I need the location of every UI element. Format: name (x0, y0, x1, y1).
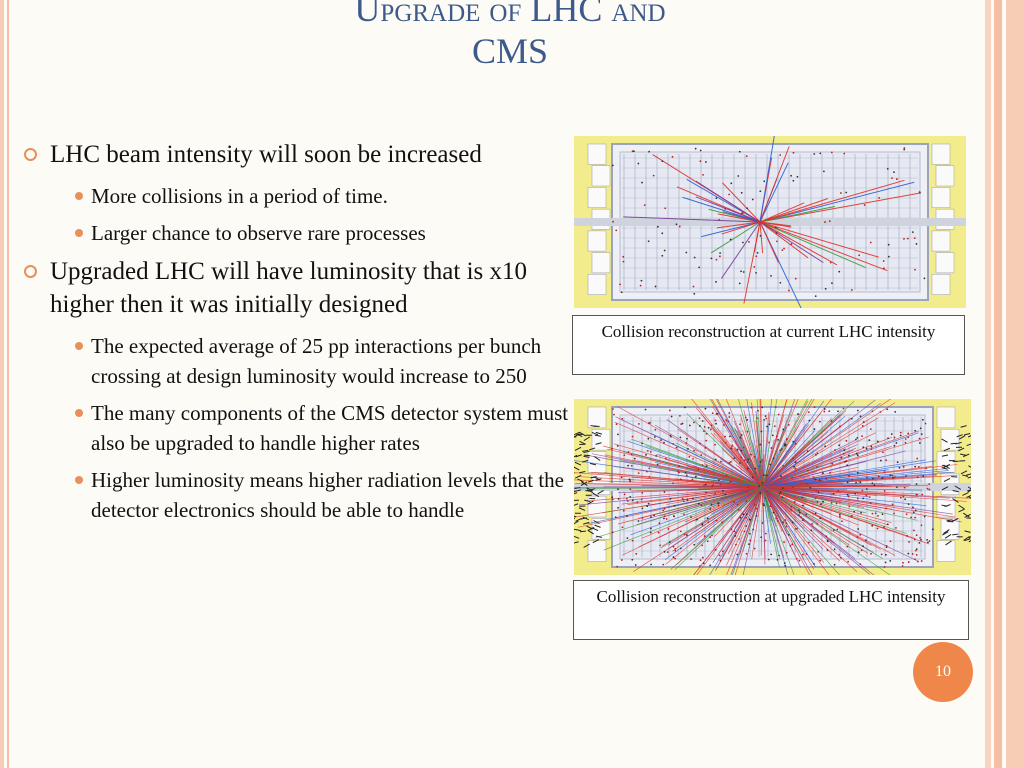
bullet-luminosity: Upgraded LHC will have luminosity that i… (22, 255, 570, 321)
right-stripe-2 (994, 0, 1002, 768)
dot-bullet-icon (75, 342, 83, 350)
sub-bullet-text: The many components of the CMS detector … (91, 401, 569, 455)
sub-bullet-text: The expected average of 25 pp interactio… (91, 334, 542, 388)
sub-bullet-rare-processes: Larger chance to observe rare processes (22, 218, 570, 248)
title-line-1: Upgrade of LHC and (354, 0, 666, 29)
sub-bullet-pp-interactions: The expected average of 25 pp interactio… (22, 331, 570, 391)
dot-bullet-icon (75, 229, 83, 237)
caption-current-intensity: Collision reconstruction at current LHC … (572, 315, 965, 375)
sub-bullet-text: More collisions in a period of time. (91, 184, 388, 208)
right-stripe-3 (1006, 0, 1024, 768)
dot-bullet-icon (75, 409, 83, 417)
left-stripe-2 (7, 0, 9, 768)
page-number-badge: 10 (913, 642, 973, 702)
caption-upgraded-intensity: Collision reconstruction at upgraded LHC… (573, 580, 969, 640)
sub-bullet-text: Higher luminosity means higher radiation… (91, 468, 564, 522)
collision-event-upgraded-image (574, 399, 971, 575)
slide-title: Upgrade of LHC and CMS (230, 0, 790, 72)
sub-bullet-text: Larger chance to observe rare processes (91, 221, 426, 245)
page-number: 10 (935, 663, 951, 680)
bullet-text: LHC beam intensity will soon be increase… (50, 141, 482, 168)
caption-text: Collision reconstruction at upgraded LHC… (596, 587, 946, 606)
right-stripe-1 (985, 0, 991, 768)
bullet-list: LHC beam intensity will soon be increase… (22, 138, 570, 532)
bullet-text: Upgraded LHC will have luminosity that i… (50, 258, 528, 318)
dot-bullet-icon (75, 476, 83, 484)
title-line-2: CMS (471, 31, 549, 71)
hollow-bullet-icon (24, 148, 37, 161)
hollow-bullet-icon (24, 265, 37, 278)
sub-bullet-cms-components: The many components of the CMS detector … (22, 398, 570, 458)
sub-bullet-collisions: More collisions in a period of time. (22, 181, 570, 211)
bullet-beam-intensity: LHC beam intensity will soon be increase… (22, 138, 570, 171)
collision-event-current-image (574, 136, 966, 308)
dot-bullet-icon (75, 192, 83, 200)
left-stripe-1 (0, 0, 4, 768)
caption-text: Collision reconstruction at current LHC … (601, 322, 936, 341)
sub-bullet-radiation: Higher luminosity means higher radiation… (22, 465, 570, 525)
